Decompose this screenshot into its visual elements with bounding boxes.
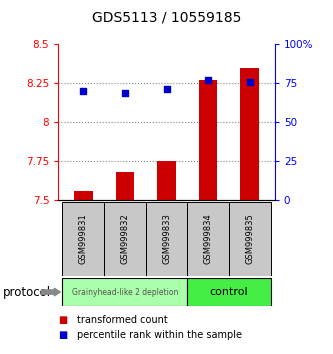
Bar (187, 279, 270, 306)
Text: ■: ■ (58, 315, 68, 325)
Point (122, 90, 128, 95)
Point (247, 79, 252, 85)
Text: control: control (210, 287, 248, 297)
Text: Grainyhead-like 2 depletion: Grainyhead-like 2 depletion (72, 287, 178, 297)
Text: transformed count: transformed count (77, 315, 167, 325)
Text: GSM999833: GSM999833 (162, 213, 171, 264)
Text: GSM999835: GSM999835 (245, 213, 254, 264)
Bar (63, 279, 187, 306)
Text: GDS5113 / 10559185: GDS5113 / 10559185 (92, 11, 241, 25)
Bar (240, 68, 259, 200)
Bar (157, 161, 176, 200)
Text: GSM999834: GSM999834 (203, 213, 213, 264)
Bar (187, 202, 229, 276)
Bar (116, 172, 134, 200)
Text: GSM999832: GSM999832 (120, 213, 130, 264)
Text: protocol: protocol (3, 286, 52, 298)
Point (205, 77, 211, 83)
Bar (74, 191, 93, 200)
Text: GSM999831: GSM999831 (79, 213, 88, 264)
Text: ■: ■ (58, 330, 68, 339)
Bar (63, 202, 104, 276)
Bar (104, 202, 146, 276)
Point (164, 87, 169, 92)
Bar (199, 80, 217, 200)
Bar (146, 202, 187, 276)
Text: percentile rank within the sample: percentile rank within the sample (77, 330, 241, 339)
Point (81, 88, 86, 94)
Bar (229, 202, 270, 276)
